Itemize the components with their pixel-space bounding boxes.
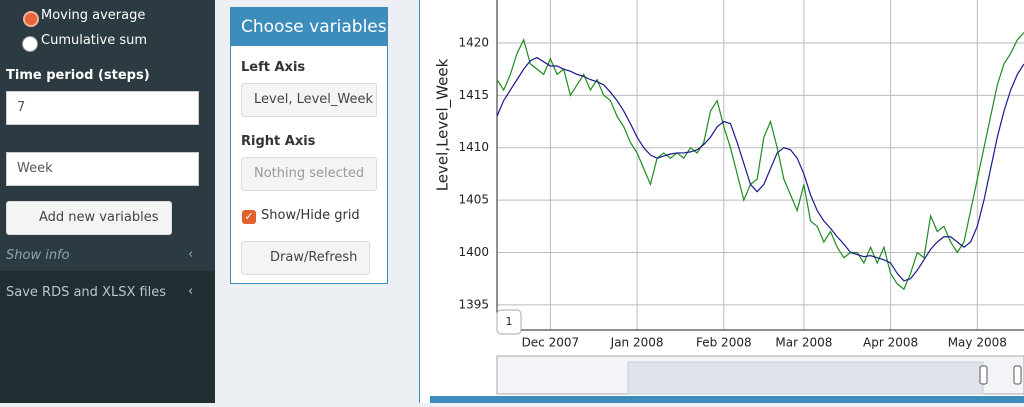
- chevron: ‹: [188, 284, 194, 299]
- sidebar: Moving average Cumulative sum Time perio…: [0, 0, 215, 403]
- draw-button[interactable]: Draw/Refresh: [241, 241, 371, 275]
- y-tick-label: 1415: [458, 88, 489, 102]
- checkbox-label[interactable]: Show/Hide grid: [261, 208, 360, 223]
- panel-box: Choose variables Left Axis Level, Level_…: [230, 7, 388, 284]
- x-tick-label: Apr 2008: [863, 336, 918, 350]
- y-tick-label: 1410: [458, 140, 489, 154]
- series-line: [496, 32, 1024, 291]
- chart: 1395 1400 1405 1410 1415 1420 Dec 2007 Jan 2008…: [430, 0, 1024, 403]
- range-window: [627, 361, 984, 395]
- menu-item[interactable]: Save RDS and XLSX files: [6, 285, 167, 300]
- x-tick-label: Mar 2008: [775, 336, 832, 350]
- text-input[interactable]: Week: [6, 152, 199, 186]
- field-label: Left Axis: [241, 60, 306, 75]
- select[interactable]: Level, Level_Week: [241, 83, 377, 117]
- annotation-box: [496, 309, 522, 335]
- add-button[interactable]: Add new variables: [6, 201, 172, 235]
- radio-label[interactable]: Cumulative sum: [41, 33, 148, 48]
- radio-label[interactable]: Moving average: [41, 8, 146, 23]
- x-tick-label: Jan 2008: [610, 336, 664, 350]
- range-handle: [979, 365, 988, 385]
- x-tick-label: Feb 2008: [696, 336, 752, 350]
- field-label: Time period (steps): [6, 68, 150, 83]
- checkbox[interactable]: ✓: [242, 210, 256, 224]
- range-handle: [1013, 365, 1022, 385]
- x-tick-label: Dec 2007: [522, 336, 580, 350]
- radio[interactable]: [22, 36, 38, 52]
- x-tick-label: May 2008: [948, 336, 1007, 350]
- chart-area: 1395 1400 1405 1410 1415 1420 Dec 2007 Jan 2008…: [419, 0, 1024, 403]
- y-tick-label: 1400: [458, 245, 489, 259]
- y-tick-label: 1405: [458, 193, 489, 207]
- y-tick-label: 1420: [458, 35, 489, 49]
- menu-item[interactable]: Show info: [6, 248, 70, 263]
- series-line: [496, 56, 1024, 282]
- annotation: 1: [506, 315, 513, 328]
- radio-checked[interactable]: [23, 11, 39, 27]
- scroll-bar: [430, 396, 1024, 403]
- y-tick-label: 1395: [458, 297, 489, 311]
- select[interactable]: Nothing selected: [241, 157, 377, 191]
- y-axis-title: Level,Level_Week: [434, 58, 453, 191]
- chevron: ‹: [188, 247, 194, 262]
- field-label: Right Axis: [241, 134, 316, 149]
- number-input[interactable]: 7: [6, 91, 199, 125]
- box-title: Choose variables: [231, 8, 387, 46]
